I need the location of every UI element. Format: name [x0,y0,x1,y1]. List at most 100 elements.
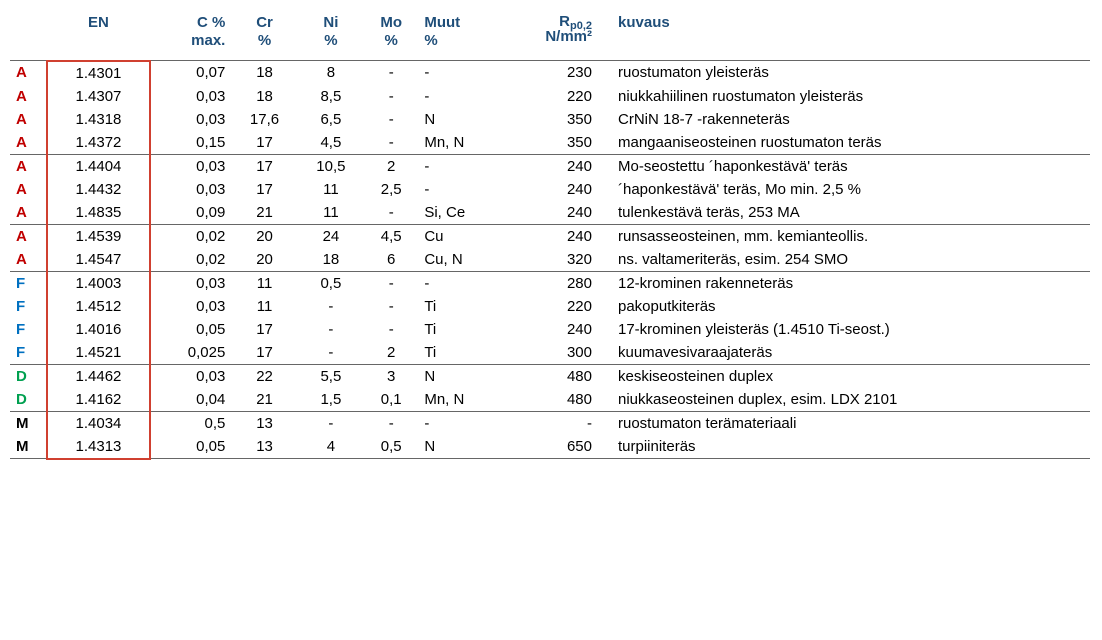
ni-value: 0,5 [298,271,364,295]
category-label: F [10,318,47,341]
en-value: 1.4162 [47,388,150,412]
cr-value: 17 [231,131,297,155]
en-value: 1.4003 [47,271,150,295]
cr-value: 11 [231,295,297,318]
rp-value: 220 [503,295,598,318]
table-row: M1.40340,513----ruostumaton terämateriaa… [10,411,1090,435]
ni-value: 6,5 [298,108,364,131]
c-value: 0,07 [150,61,231,85]
en-value: 1.4301 [47,61,150,85]
en-value: 1.4034 [47,411,150,435]
kuvaus-value: ruostumaton terämateriaali [598,411,1090,435]
col-rp: Rp0,2 N/mm² [503,10,598,61]
col-c: C % max. [150,10,231,61]
mo-value: 6 [364,248,418,272]
rp-value: 240 [503,318,598,341]
c-value: 0,03 [150,85,231,108]
c-value: 0,03 [150,108,231,131]
category-label: D [10,364,47,388]
kuvaus-value: ns. valtameriteräs, esim. 254 SMO [598,248,1090,272]
rp-value: 480 [503,388,598,412]
kuvaus-value: runsasseosteinen, mm. kemianteollis. [598,224,1090,248]
en-value: 1.4372 [47,131,150,155]
mo-value: - [364,108,418,131]
mo-value: - [364,271,418,295]
muut-value: N [418,435,503,459]
mo-value: 3 [364,364,418,388]
rp-value: 230 [503,61,598,85]
en-value: 1.4521 [47,341,150,365]
muut-value: Ti [418,295,503,318]
ni-value: 11 [298,178,364,201]
rp-value: 300 [503,341,598,365]
cr-value: 20 [231,248,297,272]
kuvaus-value: ruostumaton yleisteräs [598,61,1090,85]
mo-value: 0,1 [364,388,418,412]
cr-value: 21 [231,388,297,412]
table-row: A1.45470,0220186Cu, N320ns. valtameriter… [10,248,1090,272]
c-value: 0,05 [150,318,231,341]
cr-value: 13 [231,411,297,435]
c-value: 0,02 [150,224,231,248]
kuvaus-value: niukkahiilinen ruostumaton yleisteräs [598,85,1090,108]
category-label: A [10,201,47,225]
rp-value: 350 [503,131,598,155]
table-row: A1.43180,0317,66,5-N350CrNiN 18-7 -raken… [10,108,1090,131]
rp-value: 240 [503,224,598,248]
category-label: M [10,411,47,435]
en-value: 1.4318 [47,108,150,131]
category-label: A [10,131,47,155]
category-label: A [10,61,47,85]
col-kuvaus: kuvaus [598,10,1090,61]
mo-value: - [364,131,418,155]
kuvaus-value: pakoputkiteräs [598,295,1090,318]
kuvaus-value: keskiseosteinen duplex [598,364,1090,388]
muut-value: - [418,61,503,85]
col-cat [10,10,47,61]
rp-value: - [503,411,598,435]
table-row: F1.40160,0517--Ti24017-krominen yleister… [10,318,1090,341]
kuvaus-value: mangaaniseosteinen ruostumaton teräs [598,131,1090,155]
c-value: 0,15 [150,131,231,155]
ni-value: - [298,341,364,365]
table-row: F1.45120,0311--Ti220pakoputkiteräs [10,295,1090,318]
table-row: A1.48350,092111-Si, Ce240tulenkestävä te… [10,201,1090,225]
muut-value: Ti [418,318,503,341]
c-value: 0,05 [150,435,231,459]
cr-value: 17 [231,341,297,365]
rp-value: 650 [503,435,598,459]
muut-value: - [418,271,503,295]
category-label: A [10,154,47,178]
muut-value: Mn, N [418,131,503,155]
category-label: A [10,85,47,108]
kuvaus-value: niukkaseosteinen duplex, esim. LDX 2101 [598,388,1090,412]
c-value: 0,02 [150,248,231,272]
rp-value: 240 [503,201,598,225]
muut-value: Cu, N [418,248,503,272]
table-row: A1.43070,03188,5--220niukkahiilinen ruos… [10,85,1090,108]
cr-value: 13 [231,435,297,459]
c-value: 0,04 [150,388,231,412]
category-label: A [10,108,47,131]
mo-value: - [364,201,418,225]
cr-value: 17 [231,318,297,341]
en-value: 1.4462 [47,364,150,388]
en-value: 1.4016 [47,318,150,341]
ni-value: 24 [298,224,364,248]
muut-value: - [418,85,503,108]
mo-value: - [364,85,418,108]
category-label: F [10,341,47,365]
rp-value: 240 [503,154,598,178]
col-en: EN [47,10,150,61]
en-value: 1.4432 [47,178,150,201]
ni-value: 8 [298,61,364,85]
table-row: A1.45390,0220244,5Cu240runsasseosteinen,… [10,224,1090,248]
c-value: 0,025 [150,341,231,365]
kuvaus-value: turpiiniteräs [598,435,1090,459]
kuvaus-value: ´haponkestävä' teräs, Mo min. 2,5 % [598,178,1090,201]
muut-value: N [418,108,503,131]
category-label: A [10,248,47,272]
category-label: F [10,295,47,318]
cr-value: 11 [231,271,297,295]
cr-value: 17 [231,178,297,201]
